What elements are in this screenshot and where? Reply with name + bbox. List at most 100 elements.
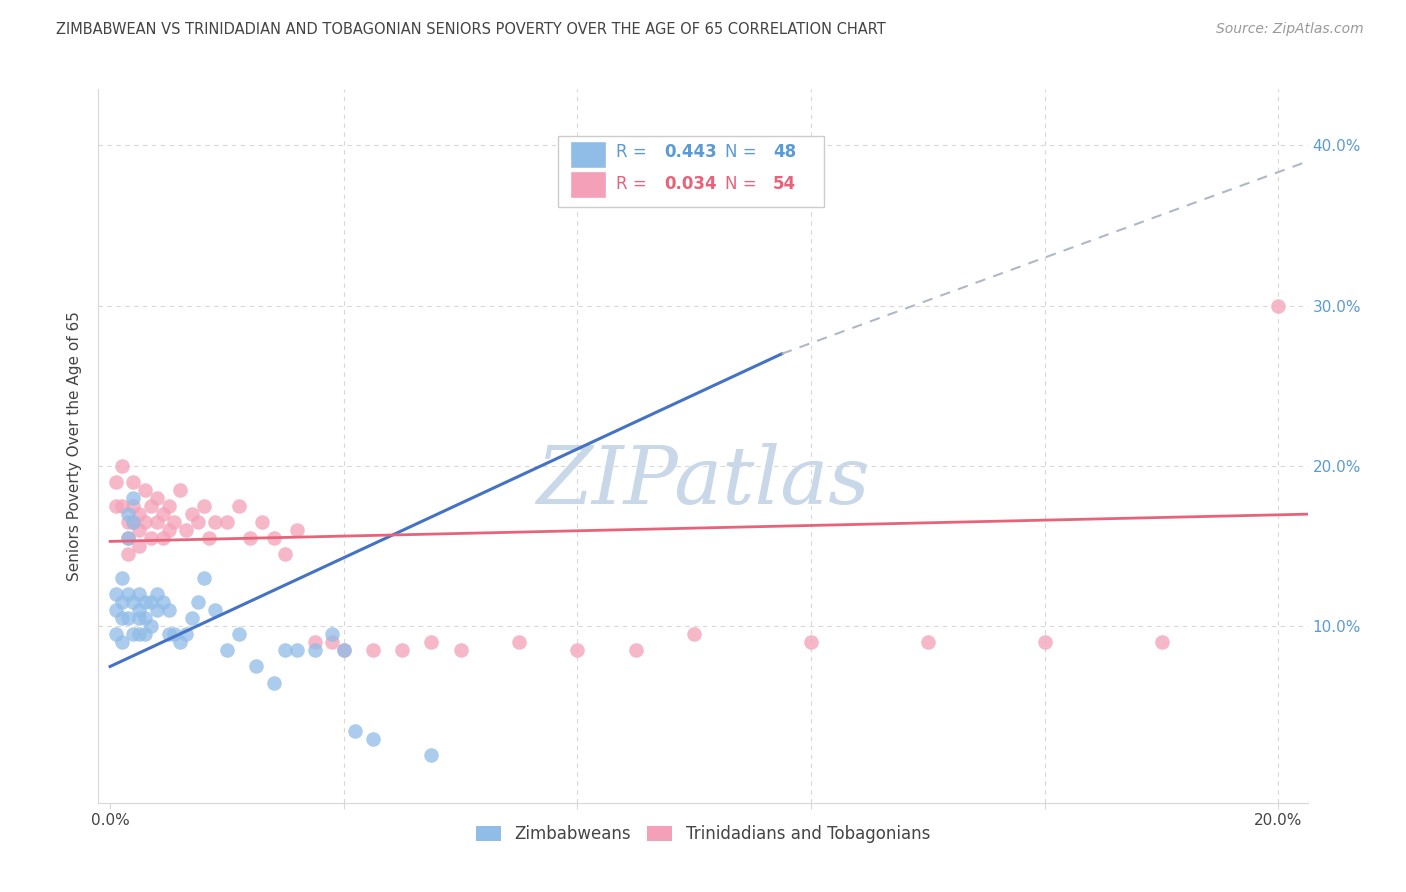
Point — [117, 531, 139, 545]
Point — [215, 643, 238, 657]
Point — [134, 627, 156, 641]
Point — [567, 643, 589, 657]
Point — [111, 571, 134, 585]
Point — [122, 627, 145, 641]
Point — [122, 491, 145, 505]
Point — [198, 531, 221, 545]
Point — [111, 499, 134, 513]
Text: N =: N = — [724, 143, 762, 161]
Point — [228, 499, 250, 513]
Point — [420, 747, 443, 762]
Point — [157, 603, 180, 617]
Point — [180, 611, 202, 625]
Text: ZIPatlas: ZIPatlas — [536, 443, 870, 520]
Point — [1033, 635, 1056, 649]
Point — [917, 635, 939, 649]
Point — [117, 531, 139, 545]
Point — [800, 635, 823, 649]
Point — [624, 643, 647, 657]
Point — [128, 523, 150, 537]
Point — [332, 643, 354, 657]
Point — [111, 595, 134, 609]
Bar — [569, 171, 606, 198]
Point — [128, 507, 150, 521]
Point — [215, 515, 238, 529]
Point — [104, 499, 127, 513]
Point — [321, 635, 343, 649]
Point — [146, 587, 169, 601]
Point — [111, 458, 134, 473]
Point — [239, 531, 262, 545]
Text: ZIMBABWEAN VS TRINIDADIAN AND TOBAGONIAN SENIORS POVERTY OVER THE AGE OF 65 CORR: ZIMBABWEAN VS TRINIDADIAN AND TOBAGONIAN… — [56, 22, 886, 37]
Point — [285, 643, 308, 657]
Point — [204, 515, 226, 529]
Point — [332, 643, 354, 657]
Text: R =: R = — [616, 143, 652, 161]
Text: 54: 54 — [773, 175, 796, 193]
Point — [193, 499, 215, 513]
Point — [274, 643, 297, 657]
Point — [157, 523, 180, 537]
Point — [134, 595, 156, 609]
Point — [1150, 635, 1173, 649]
Point — [683, 627, 706, 641]
Point — [344, 723, 367, 738]
Point — [228, 627, 250, 641]
Point — [139, 499, 162, 513]
Text: 48: 48 — [773, 143, 796, 161]
Point — [285, 523, 308, 537]
Point — [169, 635, 191, 649]
Point — [128, 539, 150, 553]
Text: Source: ZipAtlas.com: Source: ZipAtlas.com — [1216, 22, 1364, 37]
Point — [117, 587, 139, 601]
Point — [450, 643, 472, 657]
Point — [128, 603, 150, 617]
Point — [1267, 299, 1289, 313]
Point — [163, 515, 186, 529]
FancyBboxPatch shape — [558, 136, 824, 207]
Point — [146, 491, 169, 505]
Point — [169, 483, 191, 497]
Point — [187, 515, 209, 529]
Point — [111, 611, 134, 625]
Point — [128, 611, 150, 625]
Point — [152, 531, 174, 545]
Point — [146, 515, 169, 529]
Point — [122, 515, 145, 529]
Point — [139, 595, 162, 609]
Point — [361, 643, 384, 657]
Point — [204, 603, 226, 617]
Point — [122, 475, 145, 489]
Legend: Zimbabweans, Trinidadians and Tobagonians: Zimbabweans, Trinidadians and Tobagonian… — [471, 820, 935, 848]
Point — [391, 643, 413, 657]
Text: 0.443: 0.443 — [664, 143, 717, 161]
Point — [104, 475, 127, 489]
Point — [163, 627, 186, 641]
Point — [187, 595, 209, 609]
Point — [152, 507, 174, 521]
Point — [263, 675, 285, 690]
Point — [508, 635, 530, 649]
Point — [104, 587, 127, 601]
Point — [245, 659, 267, 673]
Point — [122, 499, 145, 513]
Point — [361, 731, 384, 746]
Point — [146, 603, 169, 617]
Point — [274, 547, 297, 561]
Point — [321, 627, 343, 641]
Point — [139, 619, 162, 633]
Point — [117, 507, 139, 521]
Point — [104, 627, 127, 641]
Point — [152, 595, 174, 609]
Point — [174, 523, 197, 537]
Point — [134, 611, 156, 625]
Point — [180, 507, 202, 521]
Point — [117, 515, 139, 529]
Point — [250, 515, 273, 529]
Text: R =: R = — [616, 175, 652, 193]
Point — [122, 595, 145, 609]
Point — [174, 627, 197, 641]
Point — [134, 515, 156, 529]
Point — [263, 531, 285, 545]
Point — [304, 643, 326, 657]
